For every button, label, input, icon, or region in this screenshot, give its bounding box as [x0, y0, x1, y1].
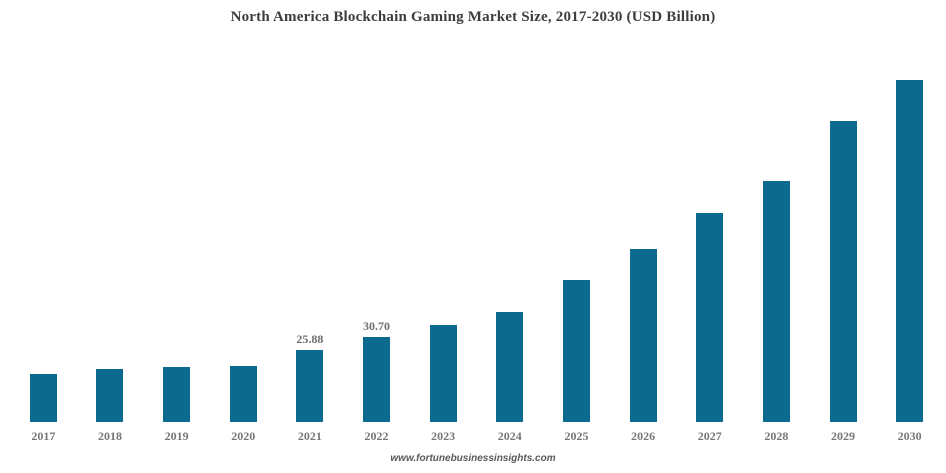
bar-2022 — [363, 336, 391, 422]
x-tick-2018: 2018 — [97, 429, 122, 443]
x-tick-2024: 2024 — [497, 429, 522, 443]
plot-area: 25.88 30.70 — [10, 70, 943, 422]
bar-2023 — [429, 324, 457, 422]
bar-2028 — [762, 180, 790, 422]
data-label-2021: 25.88 — [296, 332, 324, 347]
bar-slot-2022: 30.70 — [343, 70, 410, 422]
watermark: www.fortunebusinessinsights.com — [390, 453, 556, 464]
x-tick-2029: 2029 — [831, 429, 855, 443]
x-tick-2017: 2017 — [31, 429, 56, 443]
bar-2025 — [562, 279, 590, 422]
chart-title: North America Blockchain Gaming Market S… — [230, 9, 716, 25]
bar-2027 — [696, 213, 724, 422]
bar-slot-2019 — [143, 70, 210, 422]
bar-slot-2020 — [210, 70, 277, 422]
x-tick-2030: 2030 — [897, 429, 922, 443]
bar-2024 — [496, 312, 524, 422]
bar-slot-2027 — [676, 70, 743, 422]
bar-slot-2024 — [476, 70, 543, 422]
x-tick-2028: 2028 — [764, 429, 789, 443]
x-tick-2026: 2026 — [631, 429, 656, 443]
x-tick-2021: 2021 — [297, 429, 322, 443]
bar-2019 — [163, 366, 191, 422]
bar-slot-2017 — [10, 70, 77, 422]
bar-slot-2023 — [410, 70, 477, 422]
bar-slot-2025 — [543, 70, 610, 422]
bar-2029 — [829, 121, 857, 422]
bar-2021 — [296, 350, 324, 422]
data-label-2022: 30.70 — [363, 318, 391, 333]
bar-2026 — [629, 249, 657, 422]
x-tick-2019: 2019 — [164, 429, 189, 443]
bar-slot-2030 — [876, 70, 943, 422]
bar-slot-2029 — [810, 70, 877, 422]
x-axis-tick-labels: 2017 2018 2019 2020 2021 2022 2023 2024 2025 2026… — [10, 429, 943, 444]
x-tick-2025: 2025 — [564, 429, 589, 443]
x-tick-2023: 2023 — [431, 429, 456, 443]
x-tick-2022: 2022 — [364, 429, 389, 443]
bar-2030 — [896, 80, 924, 422]
x-tick-2027: 2027 — [697, 429, 722, 443]
bar-slot-2028 — [743, 70, 810, 422]
x-tick-2020: 2020 — [231, 429, 256, 443]
bar-slot-2018 — [77, 70, 144, 422]
bar-2017 — [29, 374, 57, 422]
bar-slot-2021: 25.88 — [277, 70, 344, 422]
bar-2018 — [96, 369, 124, 422]
bar-2020 — [229, 365, 257, 422]
bar-slot-2026 — [610, 70, 677, 422]
